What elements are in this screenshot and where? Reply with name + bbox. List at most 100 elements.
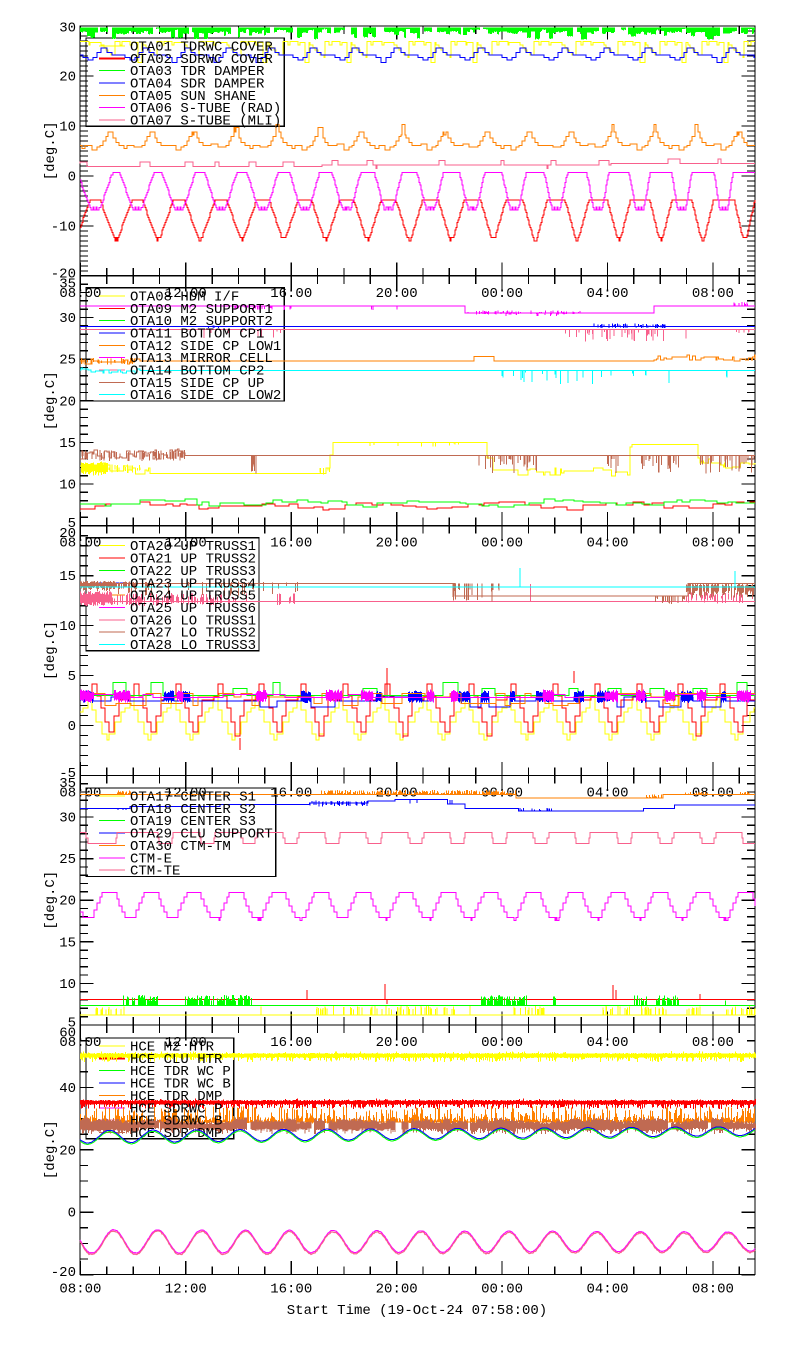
svg-text:40: 40 <box>59 1081 76 1097</box>
svg-text:OTA22 UP TRUSS3: OTA22 UP TRUSS3 <box>130 564 256 580</box>
svg-text:00:00: 00:00 <box>481 286 523 302</box>
svg-text:04:00: 04:00 <box>586 286 628 302</box>
svg-text:5: 5 <box>68 1016 76 1032</box>
svg-text:30: 30 <box>59 20 76 36</box>
svg-text:08:00: 08:00 <box>692 1282 734 1298</box>
svg-text:16:00: 16:00 <box>270 1282 312 1298</box>
svg-text:20: 20 <box>59 394 76 410</box>
svg-text:OTA09 M2 SUPPORT1: OTA09 M2 SUPPORT1 <box>130 302 273 318</box>
svg-text:HCE SDRWC B: HCE SDRWC B <box>130 1114 222 1130</box>
svg-text:20: 20 <box>59 69 76 85</box>
svg-text:Start Time (19-Oct-24 07:58:00: Start Time (19-Oct-24 07:58:00) <box>287 1303 547 1319</box>
svg-text:[deg.C]: [deg.C] <box>43 121 59 180</box>
svg-text:00:00: 00:00 <box>481 1035 523 1051</box>
svg-text:08:00: 08:00 <box>692 1035 734 1051</box>
svg-text:OTA24 UP TRUSS5: OTA24 UP TRUSS5 <box>130 589 256 605</box>
svg-text:25: 25 <box>59 852 76 868</box>
svg-text:04:00: 04:00 <box>586 536 628 552</box>
svg-text:12:00: 12:00 <box>165 785 207 801</box>
svg-text:10: 10 <box>59 619 76 635</box>
svg-text:10: 10 <box>59 119 76 135</box>
svg-text:HCE M2 HTR: HCE M2 HTR <box>130 1040 215 1056</box>
svg-text:OTA18 CENTER S2: OTA18 CENTER S2 <box>130 802 256 818</box>
svg-text:08:00: 08:00 <box>59 286 101 302</box>
svg-text:HCE SDRWC P: HCE SDRWC P <box>130 1101 222 1117</box>
svg-text:HCE CLU HTR: HCE CLU HTR <box>130 1052 223 1068</box>
svg-text:25: 25 <box>59 353 76 369</box>
svg-text:5: 5 <box>68 516 76 532</box>
svg-text:20: 20 <box>59 526 76 542</box>
svg-text:08:00: 08:00 <box>59 785 101 801</box>
svg-text:15: 15 <box>59 436 76 452</box>
svg-text:15: 15 <box>59 569 76 585</box>
svg-text:04:00: 04:00 <box>586 1035 628 1051</box>
svg-text:35: 35 <box>59 776 76 792</box>
svg-text:HCE TDR WC P: HCE TDR WC P <box>130 1064 231 1080</box>
svg-text:08:00: 08:00 <box>692 785 734 801</box>
svg-text:10: 10 <box>59 478 76 494</box>
svg-text:08:00: 08:00 <box>59 1282 101 1298</box>
svg-text:OTA03 TDR DAMPER: OTA03 TDR DAMPER <box>130 64 265 80</box>
svg-text:CTM-E: CTM-E <box>130 851 172 867</box>
svg-text:08:00: 08:00 <box>59 1035 101 1051</box>
svg-text:OTA28 LO TRUSS3: OTA28 LO TRUSS3 <box>130 638 256 654</box>
svg-text:OTA06 S-TUBE (RAD): OTA06 S-TUBE (RAD) <box>130 101 281 117</box>
svg-text:0: 0 <box>68 719 76 735</box>
svg-text:OTA07 S-TUBE (MLI): OTA07 S-TUBE (MLI) <box>130 114 281 130</box>
svg-text:30: 30 <box>59 811 76 827</box>
svg-text:OTA27 LO TRUSS2: OTA27 LO TRUSS2 <box>130 626 256 642</box>
svg-text:16:00: 16:00 <box>270 536 312 552</box>
svg-text:HCE TDR WC B: HCE TDR WC B <box>130 1077 231 1093</box>
svg-text:[deg.C]: [deg.C] <box>43 1120 59 1179</box>
svg-text:20:00: 20:00 <box>376 286 418 302</box>
svg-text:20:00: 20:00 <box>376 536 418 552</box>
svg-text:OTA15 SIDE CP UP: OTA15 SIDE CP UP <box>130 376 264 392</box>
svg-text:16:00: 16:00 <box>270 1035 312 1051</box>
svg-text:OTA20 UP TRUSS1: OTA20 UP TRUSS1 <box>130 539 256 555</box>
svg-text:20: 20 <box>59 894 76 910</box>
svg-text:60: 60 <box>59 1026 76 1042</box>
svg-text:-10: -10 <box>51 219 76 235</box>
svg-text:0: 0 <box>68 169 76 185</box>
svg-text:20:00: 20:00 <box>376 1035 418 1051</box>
svg-text:OTA26 LO TRUSS1: OTA26 LO TRUSS1 <box>130 613 256 629</box>
svg-text:10: 10 <box>59 977 76 993</box>
svg-text:30: 30 <box>59 311 76 327</box>
svg-text:OTA14 BOTTOM CP2: OTA14 BOTTOM CP2 <box>130 364 264 380</box>
svg-text:[deg.C]: [deg.C] <box>43 621 59 680</box>
svg-text:12:00: 12:00 <box>165 1282 207 1298</box>
svg-text:OTA05 SUN SHANE: OTA05 SUN SHANE <box>130 89 256 105</box>
svg-text:OTA01 TDRWC COVER: OTA01 TDRWC COVER <box>130 39 273 55</box>
svg-text:OTA08 HDM I/F: OTA08 HDM I/F <box>130 289 239 305</box>
svg-text:12:00: 12:00 <box>165 1035 207 1051</box>
svg-text:OTA25 UP TRUSS6: OTA25 UP TRUSS6 <box>130 601 256 617</box>
svg-text:15: 15 <box>59 935 76 951</box>
svg-text:OTA23 UP TRUSS4: OTA23 UP TRUSS4 <box>130 576 256 592</box>
svg-text:00:00: 00:00 <box>481 1282 523 1298</box>
svg-text:-20: -20 <box>51 266 76 282</box>
svg-text:04:00: 04:00 <box>586 785 628 801</box>
svg-text:00:00: 00:00 <box>481 536 523 552</box>
svg-text:16:00: 16:00 <box>270 286 312 302</box>
svg-text:OTA30 CTM-TM: OTA30 CTM-TM <box>130 839 231 855</box>
svg-text:OTA13 MIRROR CELL: OTA13 MIRROR CELL <box>130 351 273 367</box>
svg-text:OTA11 BOTTOM CP1: OTA11 BOTTOM CP1 <box>130 326 264 342</box>
svg-text:OTA02 SDRWC COVER: OTA02 SDRWC COVER <box>130 52 273 68</box>
svg-text:04:00: 04:00 <box>586 1282 628 1298</box>
svg-text:OTA17 CENTER S1: OTA17 CENTER S1 <box>130 790 256 806</box>
svg-text:35: 35 <box>59 276 76 292</box>
svg-text:20: 20 <box>59 1143 76 1159</box>
svg-text:OTA19 CENTER S3: OTA19 CENTER S3 <box>130 814 256 830</box>
svg-text:OTA21 UP TRUSS2: OTA21 UP TRUSS2 <box>130 552 256 568</box>
svg-text:08:00: 08:00 <box>692 286 734 302</box>
svg-text:-20: -20 <box>51 1265 76 1281</box>
svg-text:HCE TDR DMP: HCE TDR DMP <box>130 1089 222 1105</box>
svg-text:20:00: 20:00 <box>376 1282 418 1298</box>
svg-text:12:00: 12:00 <box>165 536 207 552</box>
svg-text:OTA29 CLU SUPPORT: OTA29 CLU SUPPORT <box>130 827 273 843</box>
svg-text:0: 0 <box>68 1206 76 1222</box>
svg-text:08:00: 08:00 <box>692 536 734 552</box>
svg-text:CTM-TE: CTM-TE <box>130 864 180 880</box>
svg-text:5: 5 <box>68 669 76 685</box>
svg-text:OTA12 SIDE CP LOW1: OTA12 SIDE CP LOW1 <box>130 339 281 355</box>
